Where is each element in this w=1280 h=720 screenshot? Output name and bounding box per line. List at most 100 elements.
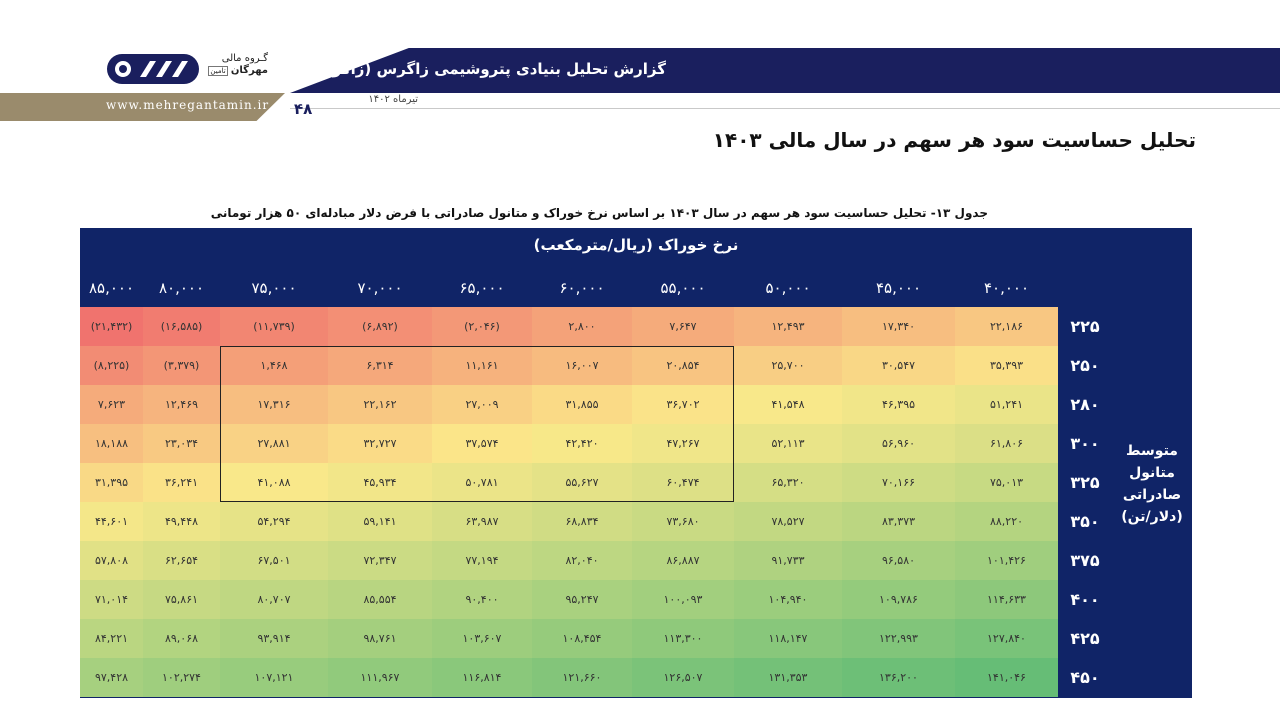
table-cell: ۶۳,۹۸۷ [432,502,532,541]
logo-badge: تامین [208,66,228,76]
table-cell: ۷۸,۵۲۷ [734,502,842,541]
table-cell: ۱۱۳,۳۰۰ [632,619,734,658]
logo-line-1: گـروه مالی [221,53,268,64]
table-caption: جدول ۱۳- تحلیل حساسیت سود هر سهم در سال … [210,206,988,220]
logo-line-2-text: مهرگان [230,65,268,76]
table-cell: ۳۱,۸۵۵ [532,385,632,424]
table-cell: (۱۶,۵۸۵) [143,307,220,346]
column-header: ۵۵,۰۰۰ [660,279,706,297]
header-divider [290,108,1280,109]
report-title: گزارش تحلیل بنیادی پتروشیمی زاگرس (زاگرس… [305,60,666,78]
table-cell: ۸۰,۷۰۷ [220,580,328,619]
table-cell: ۳۲,۷۲۷ [328,424,432,463]
column-header: ۷۵,۰۰۰ [251,279,297,297]
table-cell: ۵۰,۷۸۱ [432,463,532,502]
table-cell: ۱۱,۱۶۱ [432,346,532,385]
table-cell: ۷۲,۳۴۷ [328,541,432,580]
table-cell: ۷۳,۶۸۰ [632,502,734,541]
table-cell: ۲۲,۱۶۲ [328,385,432,424]
table-cell: (۱۱,۷۳۹) [220,307,328,346]
table-cell: ۳۰,۵۴۷ [842,346,955,385]
column-axis-title: نرخ خوراک (ریال/مترمکعب) [533,236,739,254]
table-cell: ۳۶,۲۴۱ [143,463,220,502]
report-title-band [290,48,1280,93]
table-cell: ۴۴,۶۰۱ [80,502,143,541]
table-cell: ۹۸,۷۶۱ [328,619,432,658]
table-cell: ۲۰,۸۵۴ [632,346,734,385]
table-cell: ۴۲,۴۲۰ [532,424,632,463]
table-cell: (۶,۸۹۲) [328,307,432,346]
table-cell: ۷۰,۱۶۶ [842,463,955,502]
table-cell: ۴۶,۳۹۵ [842,385,955,424]
report-date: تیرماه ۱۴۰۲ [368,94,418,105]
column-header: ۴۵,۰۰۰ [875,279,922,297]
table-cell: ۷۱,۰۱۴ [80,580,143,619]
table-cell: ۱۰۲,۲۷۴ [143,658,220,697]
table-cell: (۸,۲۲۵) [80,346,143,385]
table-cell: ۴۱,۰۸۸ [220,463,328,502]
table-cell: ۶۷,۵۰۱ [220,541,328,580]
table-cell: ۵۶,۹۶۰ [842,424,955,463]
table-cell: ۳۶,۷۰۲ [632,385,734,424]
highlight-box [220,346,734,502]
column-header: ۷۰,۰۰۰ [357,279,403,297]
table-cell: ۸۲,۰۴۰ [532,541,632,580]
table-cell: ۱۰۰,۰۹۳ [632,580,734,619]
table-cell: ۹۷,۴۲۸ [80,658,143,697]
row-header: ۲۲۵ [1070,317,1100,336]
column-header: ۶۰,۰۰۰ [559,279,605,297]
table-cell: ۱۲۶,۵۰۷ [632,658,734,697]
row-header: ۴۲۵ [1070,629,1100,648]
website-url[interactable]: www.mehregantamin.ir [106,98,270,112]
table-cell: ۲۷,۰۰۹ [432,385,532,424]
table-cell: ۸۵,۵۵۴ [328,580,432,619]
row-header: ۴۰۰ [1070,590,1100,609]
table-cell: ۷,۶۲۳ [80,385,143,424]
row-header: ۳۰۰ [1070,434,1100,453]
table-cell: (۲,۰۴۶) [432,307,532,346]
table-cell: ۱۱۶,۸۱۴ [432,658,532,697]
logo-line-2: مهرگان تامین [204,65,268,77]
table-cell: ۲۳,۰۳۴ [143,424,220,463]
table-cell: ۱۰۳,۶۰۷ [432,619,532,658]
table-cell: ۱۰۹,۷۸۶ [842,580,955,619]
table-cell: ۹۳,۹۱۴ [220,619,328,658]
table-cell: ۸۹,۰۶۸ [143,619,220,658]
table-cell: ۶۵,۳۲۰ [734,463,842,502]
table-cell: ۱۴۱,۰۴۶ [955,658,1058,697]
table-cell: ۱۱۴,۶۳۳ [955,580,1058,619]
table-cell: ۳۵,۳۹۳ [955,346,1058,385]
table-cell: ۳۱,۳۹۵ [80,463,143,502]
table-cell: ۴۵,۹۳۴ [328,463,432,502]
table-cell: ۱۳۶,۲۰۰ [842,658,955,697]
table-cell: ۱۰۴,۹۴۰ [734,580,842,619]
table-cell: ۸۸,۲۲۰ [955,502,1058,541]
table-cell: ۷۷,۱۹۴ [432,541,532,580]
table-cell: ۴۷,۲۶۷ [632,424,734,463]
table-cell: ۱۲۱,۶۶۰ [532,658,632,697]
table-cell: ۸۶,۸۸۷ [632,541,734,580]
table-cell: ۴۱,۵۴۸ [734,385,842,424]
table-cell: ۸۳,۳۷۳ [842,502,955,541]
mehregan-logo-icon [107,54,199,84]
table-cell: ۱۰۷,۱۲۱ [220,658,328,697]
table-cell: ۸۴,۲۲۱ [80,619,143,658]
table-cell: ۶,۳۱۴ [328,346,432,385]
table-cell: ۵۴,۲۹۴ [220,502,328,541]
table-cell: ۶۰,۴۷۴ [632,463,734,502]
column-header: ۵۰,۰۰۰ [765,279,811,297]
table-cell: ۱۱۸,۱۴۷ [734,619,842,658]
table-cell: ۱۱۱,۹۶۷ [328,658,432,697]
table-cell: (۲۱,۴۳۲) [80,307,143,346]
page-number: ۴۸ [294,100,313,118]
table-cell: ۱۲۷,۸۴۰ [955,619,1058,658]
table-cell: ۳۷,۵۷۴ [432,424,532,463]
row-header: ۳۲۵ [1070,473,1100,492]
table-cell: ۱۰۱,۴۲۶ [955,541,1058,580]
table-cell: ۹۰,۴۰۰ [432,580,532,619]
table-cell: ۶۱,۸۰۶ [955,424,1058,463]
table-cell: ۵۹,۱۴۱ [328,502,432,541]
table-cell: ۱,۴۶۸ [220,346,328,385]
table-cell: ۷,۶۴۷ [632,307,734,346]
logo-wordmark: گـروه مالی مهرگان تامین [204,53,268,85]
